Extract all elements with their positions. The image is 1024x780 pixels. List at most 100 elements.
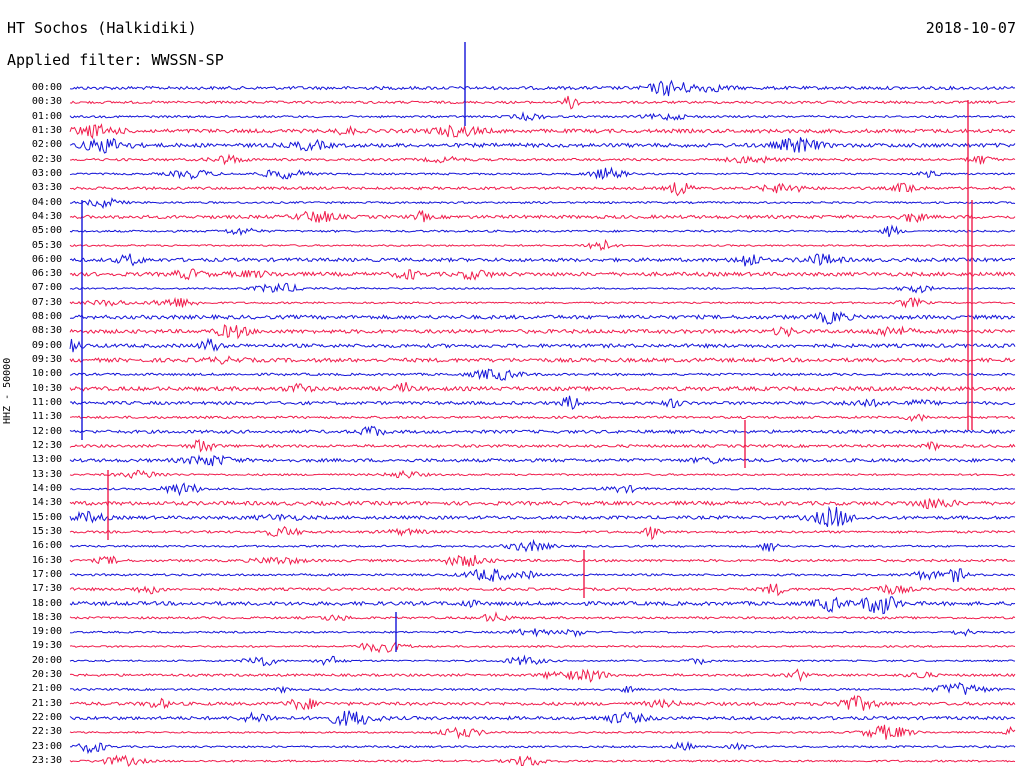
trace-line — [69, 282, 1016, 294]
trace-line — [69, 253, 1016, 267]
time-label: 18:30 — [31, 611, 62, 623]
time-label: 17:00 — [31, 568, 62, 580]
time-label: 19:00 — [31, 626, 62, 638]
time-label: 05:00 — [31, 225, 62, 237]
time-label: 10:00 — [31, 368, 62, 380]
time-label: 23:00 — [31, 740, 62, 752]
time-label: 07:00 — [31, 282, 62, 294]
trace-line — [69, 482, 1016, 497]
trace-line — [69, 95, 1016, 110]
time-label: 21:00 — [31, 683, 62, 695]
time-label: 06:30 — [31, 268, 62, 280]
trace-line — [69, 498, 1016, 510]
time-label: 01:30 — [31, 124, 62, 136]
trace-line — [69, 182, 1016, 197]
time-label: 14:00 — [31, 482, 62, 494]
time-label: 07:30 — [31, 296, 62, 308]
trace-line — [69, 413, 1016, 422]
trace-line — [69, 568, 1016, 583]
trace-line — [69, 710, 1016, 727]
time-label: 02:00 — [31, 139, 62, 151]
time-label: 08:30 — [31, 325, 62, 337]
trace-line — [69, 166, 1015, 180]
trace-line — [69, 438, 1016, 453]
trace-line — [69, 641, 1016, 654]
trace-line — [69, 583, 1016, 597]
time-label: 13:30 — [31, 468, 62, 480]
time-label: 03:30 — [31, 182, 62, 194]
trace-line — [69, 554, 1016, 567]
trace-line — [69, 740, 1016, 755]
trace-line — [69, 754, 1016, 767]
time-label: 04:00 — [31, 196, 62, 208]
trace-line — [69, 238, 1015, 252]
trace-line — [69, 724, 1016, 740]
trace-line — [69, 538, 1016, 553]
time-label: 02:30 — [31, 153, 62, 165]
time-label: 18:00 — [31, 597, 62, 609]
trace-line — [69, 395, 1016, 410]
time-label: 10:30 — [31, 382, 62, 394]
time-label: 12:00 — [31, 425, 62, 437]
trace-line — [69, 654, 1016, 667]
time-label: 00:00 — [31, 82, 62, 93]
time-label: 03:00 — [31, 167, 62, 179]
trace-line — [69, 596, 1016, 615]
trace-line — [69, 224, 1016, 238]
time-label: 19:30 — [31, 640, 62, 652]
time-label: 16:30 — [31, 554, 62, 566]
trace-line — [69, 525, 1016, 541]
trace-line — [69, 628, 1016, 638]
time-label: 20:00 — [31, 654, 62, 666]
trace-line — [69, 668, 1016, 683]
time-label: 15:30 — [31, 525, 62, 537]
trace-line — [69, 268, 1016, 281]
trace-line — [69, 382, 1016, 393]
date-label: 2018-10-07 — [925, 19, 1016, 37]
trace-line — [70, 153, 1016, 166]
time-label: 11:30 — [31, 411, 62, 423]
time-label: 12:30 — [31, 440, 62, 451]
trace-line — [69, 310, 1016, 325]
time-label: 16:00 — [31, 540, 62, 552]
trace-line — [69, 337, 1016, 353]
time-label: 22:00 — [31, 712, 62, 724]
time-label: 05:30 — [31, 239, 62, 251]
time-label: 09:30 — [31, 354, 62, 366]
time-label: 23:30 — [31, 755, 62, 767]
trace-line — [69, 368, 1016, 381]
trace-line — [69, 611, 1016, 623]
time-label: 09:00 — [31, 339, 62, 351]
trace-line — [69, 469, 1016, 479]
trace-line — [69, 197, 1016, 209]
time-label: 11:00 — [31, 397, 62, 409]
trace-line — [69, 324, 1016, 340]
trace-line — [69, 209, 1016, 224]
station-title: HT Sochos (Halkidiki) — [7, 19, 197, 37]
trace-line — [69, 694, 1016, 711]
trace-line — [69, 505, 1016, 527]
time-label: 21:30 — [31, 697, 62, 709]
time-label: 15:00 — [31, 511, 62, 523]
time-label: 00:30 — [31, 96, 62, 108]
trace-line — [69, 681, 1016, 695]
trace-line — [69, 79, 1016, 97]
trace-line — [69, 296, 1015, 309]
filter-label: Applied filter: WWSSN-SP — [7, 51, 224, 69]
time-label: 06:00 — [31, 253, 62, 265]
time-label: 08:00 — [31, 311, 62, 323]
time-label: 22:30 — [31, 726, 62, 738]
time-label: 20:30 — [31, 669, 62, 681]
time-label: 14:30 — [31, 497, 62, 509]
time-label: 04:30 — [31, 210, 62, 222]
trace-line — [69, 425, 1016, 436]
time-label: 01:00 — [31, 110, 62, 122]
time-label: 13:00 — [31, 454, 62, 466]
time-label: 17:30 — [31, 583, 62, 595]
trace-line — [69, 454, 1016, 467]
trace-line — [69, 123, 1016, 140]
trace-line — [69, 137, 1016, 154]
trace-line — [69, 111, 1016, 122]
trace-line — [69, 355, 1016, 365]
